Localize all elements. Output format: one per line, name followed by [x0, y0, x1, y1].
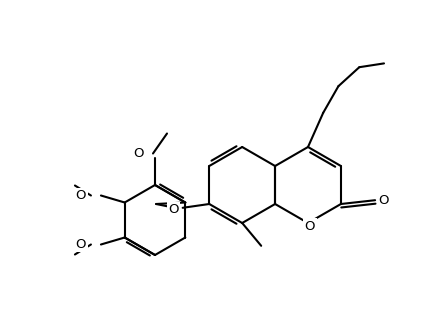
Text: O: O [305, 219, 315, 233]
Text: O: O [76, 189, 86, 202]
Text: O: O [76, 238, 86, 251]
Text: O: O [168, 203, 178, 216]
Text: O: O [134, 147, 144, 160]
Text: O: O [378, 194, 388, 207]
